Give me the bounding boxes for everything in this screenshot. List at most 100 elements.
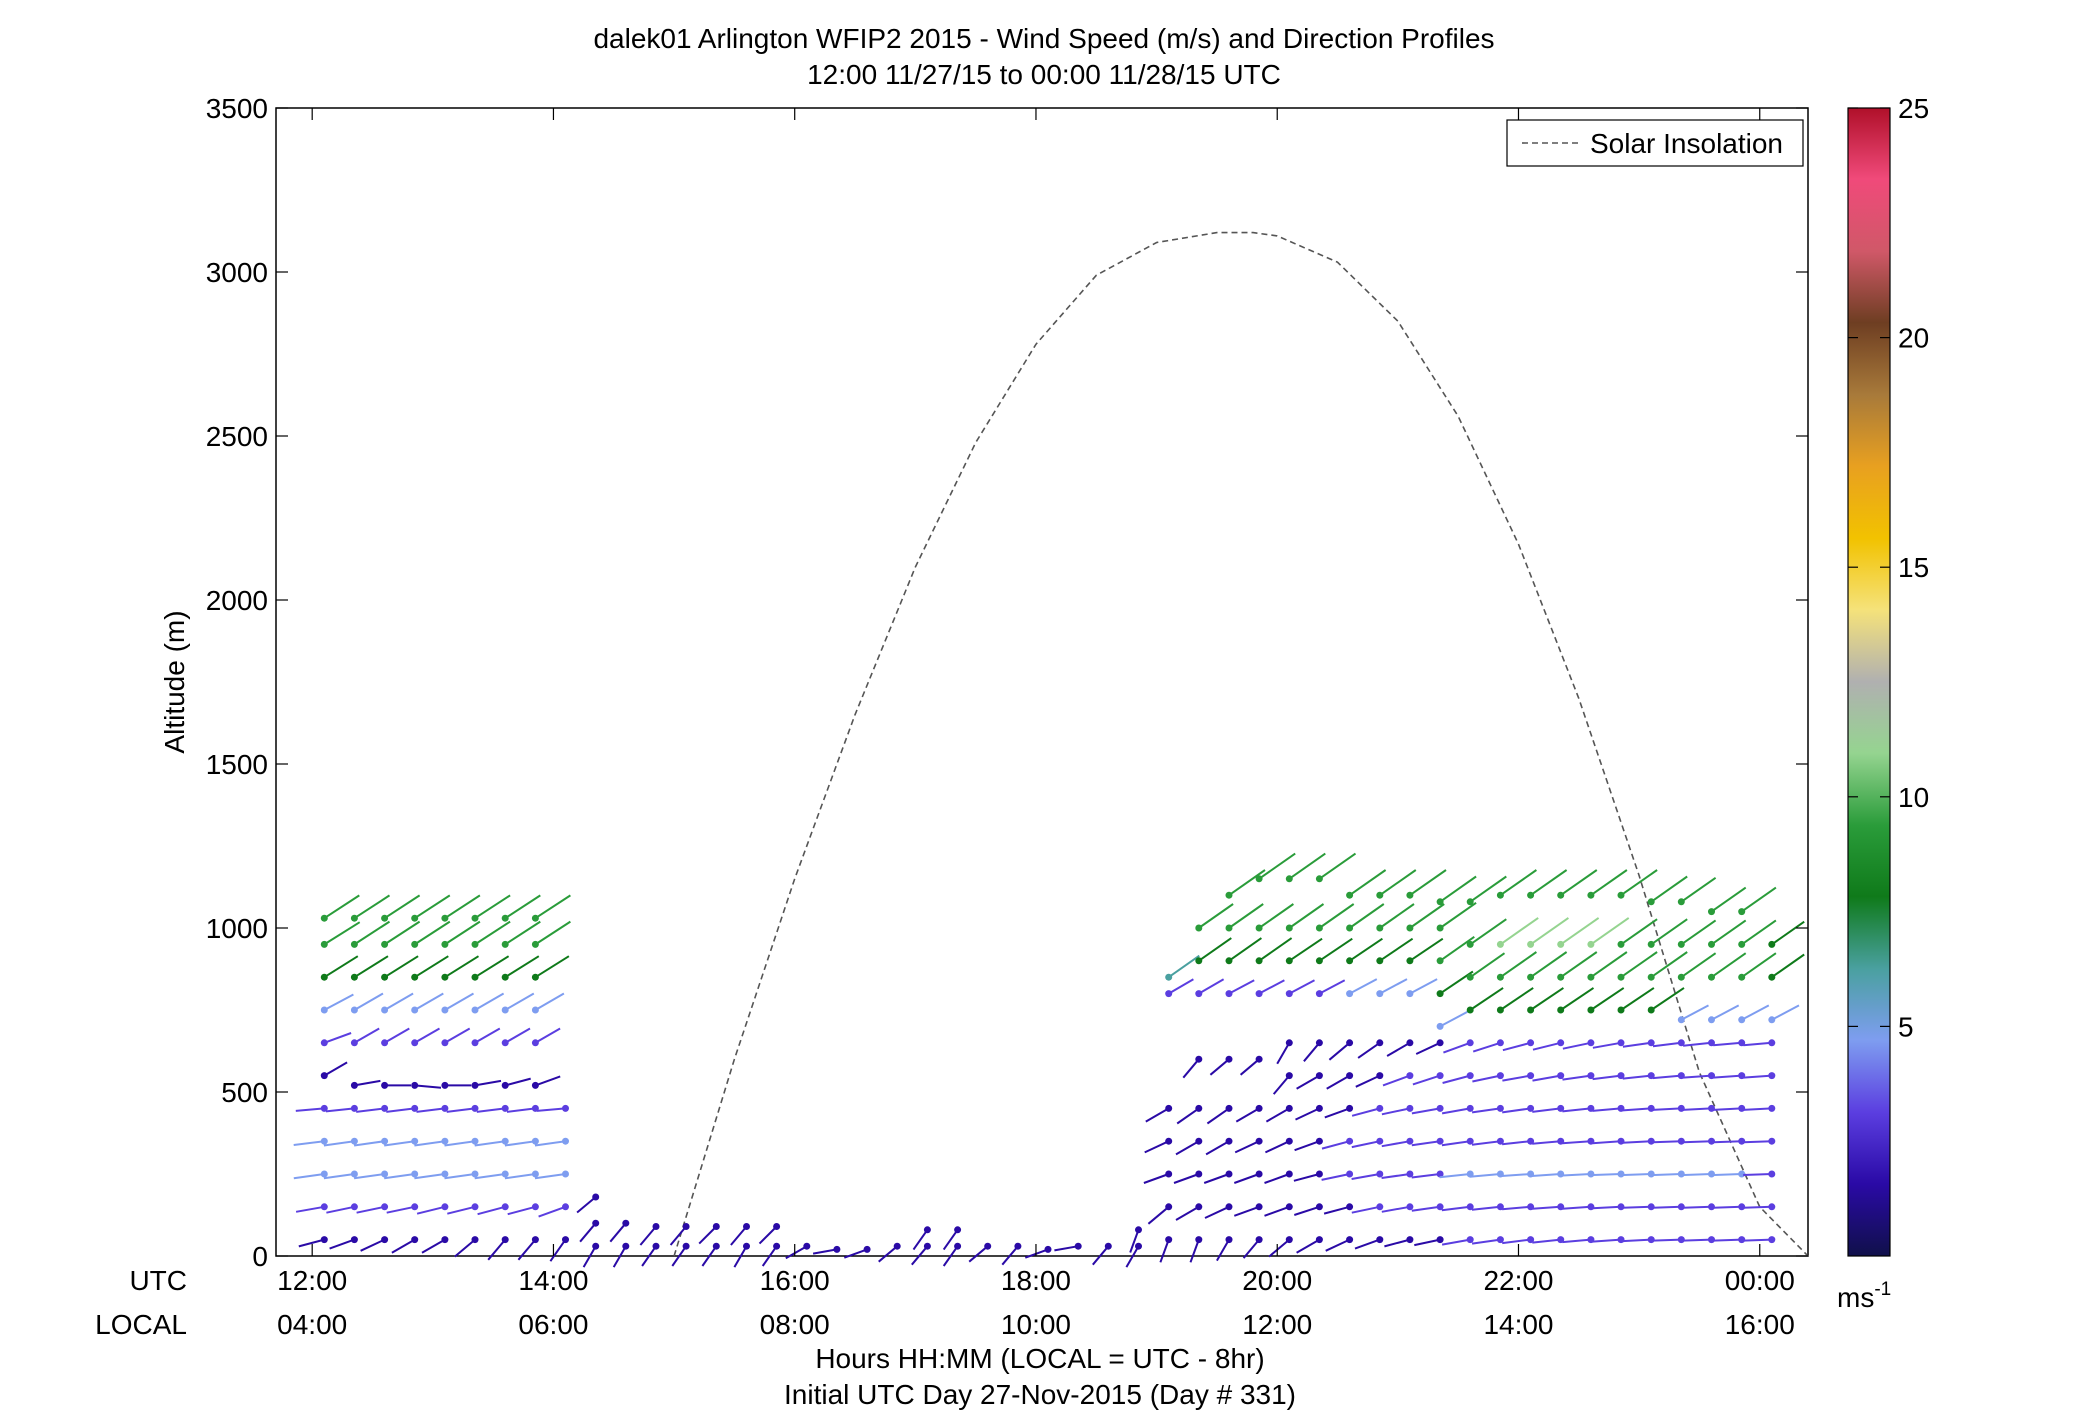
wind-barb-shaft xyxy=(384,894,421,920)
wind-barb-shaft xyxy=(416,1205,446,1215)
wind-barb-point xyxy=(1738,973,1746,981)
wind-barb-point xyxy=(1255,1137,1263,1145)
wind-barb-shaft xyxy=(1092,1245,1110,1266)
wind-barb-shaft xyxy=(1472,1041,1501,1053)
wind-barb-point xyxy=(1768,1072,1776,1080)
wind-barb-shaft xyxy=(474,894,511,920)
wind-barb-shaft xyxy=(1499,951,1537,979)
legend: Solar Insolation xyxy=(1506,119,1804,167)
wind-barb-point xyxy=(501,1203,509,1211)
wind-barb-shaft xyxy=(1349,978,1378,995)
wind-barb-shaft xyxy=(1622,1107,1652,1112)
wind-barb-shaft xyxy=(1680,1004,1709,1021)
wind-barb-shaft xyxy=(1532,1140,1561,1145)
wind-barb-shaft xyxy=(1710,1173,1742,1177)
chart-title: dalek01 Arlington WFIP2 2015 - Wind Spee… xyxy=(593,23,1494,54)
wind-barb-shaft xyxy=(733,1245,748,1268)
wind-barb-point xyxy=(1225,957,1233,965)
wind-barb-point xyxy=(531,1137,539,1145)
wind-barb-shaft xyxy=(534,1173,566,1180)
x-tick-label-local: 06:00 xyxy=(518,1309,588,1340)
wind-barb-point xyxy=(1195,1104,1203,1112)
wind-barb-shaft xyxy=(1411,1205,1441,1212)
wind-barb-point xyxy=(320,1104,328,1112)
wind-barb-shaft xyxy=(1354,1238,1381,1250)
wind-barb-shaft xyxy=(384,1173,415,1180)
wind-barb-shaft xyxy=(1206,1107,1230,1125)
wind-barb-point xyxy=(1255,924,1263,932)
wind-barb-shaft xyxy=(1713,1205,1742,1209)
wind-barb-layer xyxy=(293,852,1805,1268)
x-tick-label-utc: 00:00 xyxy=(1725,1265,1795,1296)
wind-barb-point xyxy=(531,1236,539,1244)
wind-barb-point xyxy=(320,914,328,922)
wind-barb-shaft xyxy=(669,1225,687,1246)
y-tick-label: 500 xyxy=(221,1077,268,1108)
wind-barb-shaft xyxy=(1562,1074,1592,1081)
wind-barb-shaft xyxy=(1439,875,1477,903)
wind-barb-shaft xyxy=(474,1173,506,1180)
wind-barb-point xyxy=(1466,1072,1474,1080)
wind-barb-point xyxy=(1496,1006,1504,1014)
legend-label-solar-insolation: Solar Insolation xyxy=(1590,128,1783,159)
wind-barb-shaft xyxy=(504,1027,531,1044)
wind-barb-shaft xyxy=(1382,1074,1411,1087)
wind-barb-shaft xyxy=(1741,1004,1770,1021)
wind-barb-shaft xyxy=(1471,1205,1501,1211)
wind-barb-shaft xyxy=(1411,1173,1441,1179)
wind-barb-point xyxy=(1406,891,1414,899)
wind-barb-point xyxy=(471,1006,479,1014)
wind-barb-point xyxy=(1014,1242,1022,1250)
wind-barb-shaft xyxy=(1502,1041,1531,1052)
x-tick-label-utc: 22:00 xyxy=(1483,1265,1553,1296)
wind-barb-point xyxy=(1496,940,1504,948)
wind-barb-shaft xyxy=(353,1140,385,1147)
wind-barb-shaft xyxy=(1743,1107,1772,1111)
x-tick-label-local: 16:00 xyxy=(1725,1309,1795,1340)
wind-barb-point xyxy=(1315,1236,1323,1244)
wind-barb-point xyxy=(471,914,479,922)
wind-barb-point xyxy=(381,973,389,981)
wind-barb-point xyxy=(1677,973,1685,981)
wind-barb-point xyxy=(1195,1170,1203,1178)
wind-barb-shaft xyxy=(1288,903,1325,929)
wind-barb-shaft xyxy=(1562,1107,1592,1113)
wind-barb-shaft xyxy=(1741,886,1777,913)
wind-barb-point xyxy=(1135,1242,1142,1250)
wind-barb-point xyxy=(954,1242,962,1250)
wind-barb-point xyxy=(320,973,328,981)
colorbar-tick-label: 20 xyxy=(1898,323,1929,354)
wind-barb-point xyxy=(1587,891,1595,899)
wind-barb-point xyxy=(1768,1016,1776,1024)
wind-barb-shaft xyxy=(1501,1140,1531,1146)
wind-barb-point xyxy=(833,1245,841,1253)
wind-barb-shaft xyxy=(1379,937,1414,962)
wind-barb-point xyxy=(1165,1137,1173,1145)
wind-barb-point xyxy=(1346,990,1354,998)
wind-barb-shaft xyxy=(504,1140,536,1147)
wind-barb-point xyxy=(471,1137,479,1145)
x-tick-label-utc: 16:00 xyxy=(760,1265,830,1296)
wind-barb-shaft xyxy=(1198,978,1225,995)
wind-barb-point xyxy=(1255,1055,1263,1063)
wind-barb-point xyxy=(531,1203,539,1211)
wind-barb-point xyxy=(1527,973,1535,981)
x-axis: 12:00 04:00 14:00 06:00 16:00 08:00 18:00 10:00… xyxy=(277,108,1795,1340)
wind-barb-shaft xyxy=(1129,1229,1140,1253)
wind-barb-point xyxy=(320,1236,328,1244)
x-axis-local-row-label: LOCAL xyxy=(95,1309,187,1340)
wind-barb-point xyxy=(1406,1072,1414,1080)
wind-barb-point xyxy=(1255,875,1263,883)
wind-barb-point xyxy=(381,1236,389,1244)
wind-barb-shaft xyxy=(1189,1239,1200,1263)
wind-barb-point xyxy=(1225,990,1233,998)
wind-barb-point xyxy=(1225,891,1233,899)
wind-barb-point xyxy=(1165,1170,1173,1178)
wind-barb-point xyxy=(1587,1072,1595,1080)
wind-barb-point xyxy=(1315,1170,1323,1178)
wind-barb-shaft xyxy=(1296,1238,1320,1254)
wind-barb-shaft xyxy=(534,920,571,946)
wind-barb-shaft xyxy=(507,1205,536,1216)
wind-barb-point xyxy=(1376,924,1384,932)
